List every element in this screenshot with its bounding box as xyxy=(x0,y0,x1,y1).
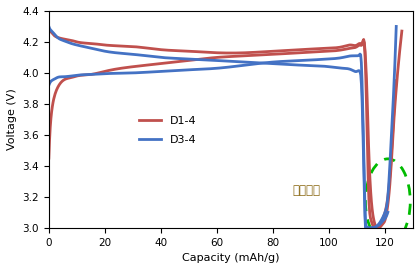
Legend: D1-4, D3-4: D1-4, D3-4 xyxy=(134,111,201,149)
X-axis label: Capacity (mAh/g): Capacity (mAh/g) xyxy=(182,253,280,263)
Text: 산소결핀: 산소결핀 xyxy=(293,184,320,197)
Y-axis label: Voltage (V): Voltage (V) xyxy=(7,89,17,150)
